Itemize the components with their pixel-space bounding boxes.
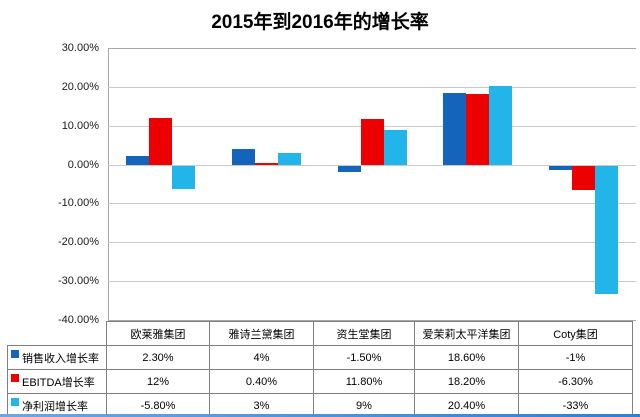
value-cell: -1.50%: [313, 345, 415, 370]
legend-cell: EBITDA增长率: [7, 369, 107, 394]
bar: [549, 166, 572, 170]
value-cell: 12%: [106, 369, 210, 394]
value-cell: 20.40%: [414, 393, 519, 417]
series-marker-icon: [11, 397, 19, 406]
category-header-cell: 资生堂集团: [313, 321, 415, 346]
bar: [466, 94, 489, 165]
table-header-row: 欧莱雅集团 雅诗兰黛集团 资生堂集团 爱茉莉太平洋集团 Coty集团: [8, 321, 633, 346]
bottom-accent-line: [0, 414, 640, 417]
legend-cell: 净利润增长率: [7, 393, 107, 417]
bar: [384, 130, 407, 165]
y-axis-tick-label: -40.00%: [58, 314, 99, 326]
gridline: [108, 242, 636, 243]
y-axis-tick-label: 10.00%: [61, 120, 99, 132]
data-table: 欧莱雅集团 雅诗兰黛集团 资生堂集团 爱茉莉太平洋集团 Coty集团销售收入增长率 2.3…: [7, 321, 633, 417]
value-cell: 18.20%: [414, 369, 519, 394]
y-axis-tick-label: 0.00%: [67, 159, 99, 171]
series-marker-icon: [11, 349, 19, 358]
value-cell: 9%: [313, 393, 415, 417]
gridline: [108, 281, 636, 282]
y-axis-tick-label: 20.00%: [61, 81, 99, 93]
bar: [278, 153, 301, 165]
y-axis-tick-label: -10.00%: [58, 197, 99, 209]
value-cell: -6.30%: [518, 369, 633, 394]
value-cell: -33%: [518, 393, 633, 417]
value-cell: -1%: [518, 345, 633, 370]
y-axis-tick-label: 30.00%: [61, 42, 99, 54]
table-row: 销售收入增长率 2.30% 4% -1.50% 18.60% -1%: [7, 345, 633, 370]
series-name-label: 销售收入增长率: [22, 352, 99, 365]
table-row: 净利润增长率 -5.80% 3% 9% 20.40% -33%: [7, 393, 633, 417]
bar: [232, 149, 255, 165]
category-header-cell: Coty集团: [518, 321, 633, 346]
value-cell: -5.80%: [106, 393, 210, 417]
bar: [595, 166, 618, 294]
bar: [489, 86, 512, 165]
bar: [338, 166, 361, 172]
table-row: EBITDA增长率 12% 0.40% 11.80% 18.20% -6.30%: [7, 369, 633, 394]
value-cell: 11.80%: [313, 369, 415, 394]
category-header-cell: 雅诗兰黛集团: [209, 321, 314, 346]
gridline: [108, 203, 636, 204]
bar: [572, 166, 595, 190]
gridline: [108, 87, 636, 88]
gridline: [108, 320, 636, 321]
plot-area: [108, 48, 636, 321]
value-cell: 0.40%: [209, 369, 314, 394]
legend-cell: 销售收入增长率: [7, 345, 107, 370]
value-cell: 2.30%: [106, 345, 210, 370]
bar: [361, 119, 384, 165]
gridline: [108, 48, 636, 49]
series-name-label: 净利润增长率: [22, 400, 88, 413]
table-corner-cell: [8, 322, 107, 346]
series-marker-icon: [11, 373, 19, 382]
gridline: [108, 165, 636, 166]
bar: [126, 156, 149, 165]
value-cell: 4%: [209, 345, 314, 370]
category-header-cell: 爱茉莉太平洋集团: [414, 321, 519, 346]
bar: [149, 118, 172, 165]
y-axis-line: [108, 48, 109, 320]
y-axis-tick-label: -30.00%: [58, 275, 99, 287]
bar: [443, 93, 466, 165]
value-cell: 3%: [209, 393, 314, 417]
y-axis-tick-label: -20.00%: [58, 236, 99, 248]
value-cell: 18.60%: [414, 345, 519, 370]
series-name-label: EBITDA增长率: [22, 376, 95, 389]
category-header-cell: 欧莱雅集团: [106, 321, 210, 346]
chart-title: 2015年到2016年的增长率: [211, 12, 429, 33]
bar: [172, 166, 195, 189]
bar: [255, 163, 278, 165]
